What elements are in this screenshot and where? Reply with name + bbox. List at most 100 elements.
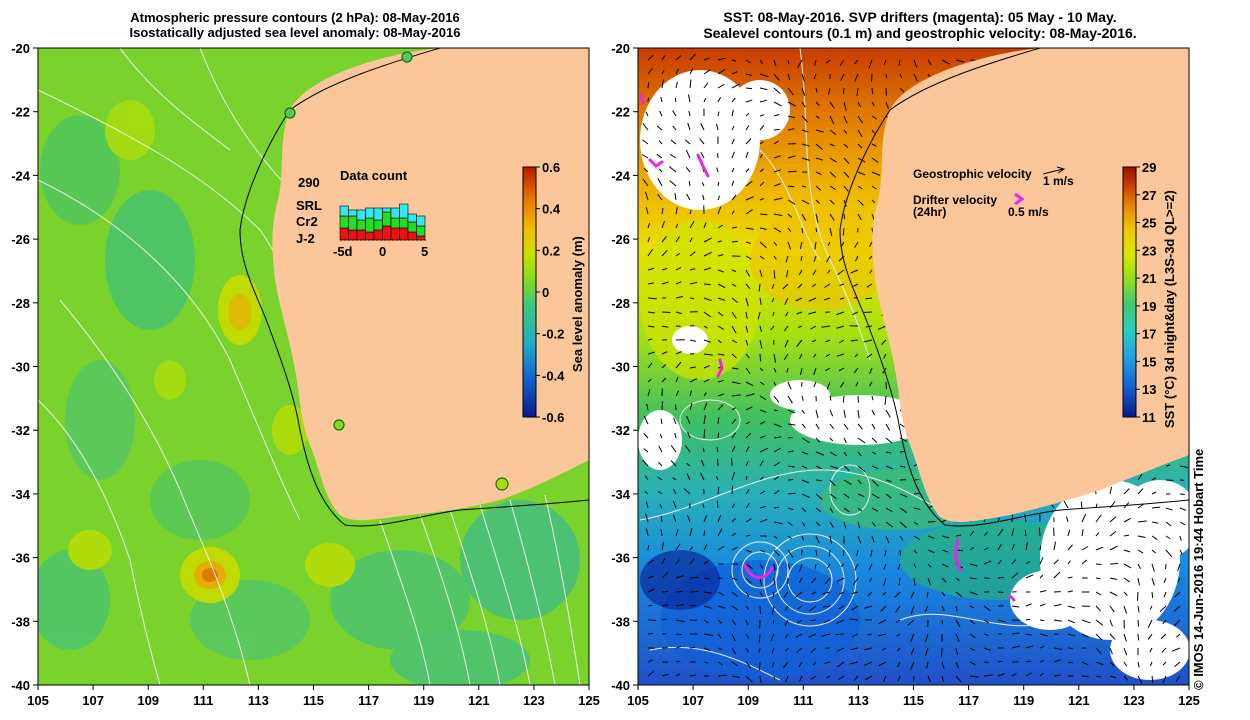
- right-panel-title: SST: 08-May-2016. SVP drifters (magenta)…: [640, 9, 1200, 41]
- geo-arrow: [787, 73, 791, 81]
- geo-arrow: [773, 213, 783, 217]
- geo-arrow: [745, 125, 750, 131]
- geo-arrow: [717, 111, 720, 117]
- geo-arrow: [643, 448, 649, 453]
- geo-arrow: [800, 255, 803, 262]
- geo-arrow: [829, 143, 835, 147]
- geo-arrow: [1123, 647, 1128, 656]
- colorbar-tick-label: 25: [1142, 216, 1156, 231]
- geo-scale-arrowhead: [1056, 166, 1066, 174]
- geo-arrow: [759, 181, 765, 187]
- geo-arrow: [1095, 532, 1100, 537]
- geo-arrow: [1095, 605, 1101, 612]
- geo-arrow: [829, 493, 837, 500]
- geo-arrow: [745, 633, 750, 639]
- geo-arrow: [843, 143, 849, 149]
- geo-arrow: [1081, 559, 1087, 565]
- geo-arrow: [808, 297, 817, 302]
- geo-arrow: [801, 101, 806, 108]
- geo-arrow: [731, 675, 740, 678]
- geo-arrow: [796, 647, 803, 653]
- geo-arrow: [703, 515, 707, 523]
- geo-arrow: [731, 647, 737, 655]
- geo-arrow: [1050, 503, 1055, 509]
- geo-arrow: [731, 226, 737, 229]
- geo-arrow: [885, 507, 893, 512]
- geo-arrow: [689, 590, 699, 593]
- geo-arrow: [787, 450, 794, 453]
- geo-arrow: [1151, 577, 1155, 586]
- geo-arrow: [810, 675, 817, 680]
- geo-arrow: [759, 114, 765, 117]
- geo-arrow: [731, 381, 741, 385]
- lon-tick-label: 113: [848, 693, 869, 708]
- geo-arrow: [717, 297, 726, 301]
- geo-arrow: [785, 311, 789, 317]
- geo-arrow: [1039, 574, 1044, 579]
- geo-arrow: [857, 437, 866, 444]
- geo-arrow: [773, 521, 783, 525]
- geo-arrow: [1024, 514, 1027, 523]
- geo-arrow: [880, 605, 887, 612]
- geo-arrow: [801, 507, 807, 513]
- geo-arrow: [853, 675, 859, 681]
- geo-arrow: [731, 353, 737, 359]
- cloud-gaps: [638, 70, 1189, 680]
- geo-arrow: [703, 251, 712, 257]
- geo-arrow: [661, 236, 668, 243]
- geo-arrow: [801, 157, 811, 161]
- geo-arrow: [1081, 619, 1091, 624]
- geo-arrow: [644, 191, 649, 201]
- geo-arrow: [838, 605, 845, 610]
- geo-arrow: [699, 138, 705, 145]
- geo-arrow: [771, 605, 775, 615]
- geo-arrow: [899, 73, 903, 78]
- geo-arrow: [647, 282, 654, 285]
- geo-arrow: [773, 535, 778, 540]
- geo-arrow: [927, 563, 932, 568]
- geo-arrow: [647, 671, 654, 677]
- geo-arrow: [745, 138, 752, 145]
- geo-arrow: [997, 559, 1002, 565]
- geo-arrow: [815, 493, 823, 501]
- geo-arrow: [745, 489, 750, 495]
- geo-arrow: [810, 619, 817, 622]
- geo-arrow: [1095, 661, 1104, 666]
- geo-arrow: [815, 115, 820, 119]
- geo-arrow: [899, 535, 904, 541]
- geo-arrow: [787, 563, 791, 570]
- geo-arrow: [787, 170, 797, 173]
- geo-arrow: [731, 125, 735, 131]
- geo-arrow: [1025, 672, 1032, 677]
- geo-arrow: [759, 435, 766, 439]
- geo-arrow: [656, 153, 663, 159]
- geo-arrow: [797, 59, 803, 68]
- geo-arrow: [731, 97, 736, 103]
- geo-arrow: [1163, 577, 1167, 583]
- geo-arrow: [813, 367, 817, 376]
- geo-arrow: [700, 152, 705, 159]
- geo-arrow: [955, 647, 958, 656]
- geo-arrow: [645, 528, 649, 537]
- geo-arrow: [894, 591, 901, 598]
- geo-arrow: [815, 129, 824, 133]
- geo-arrow: [897, 563, 901, 570]
- geo-arrow: [703, 661, 709, 664]
- geo-arrow: [812, 661, 817, 666]
- geo-arrow: [871, 115, 877, 120]
- geo-arrow: [1011, 513, 1014, 523]
- geo-arrow: [689, 79, 692, 89]
- geo-arrow: [661, 79, 664, 89]
- geo-arrow: [913, 521, 919, 526]
- sst-colorbar-label: SST (°C) 3d night&day (L3S-3d QL>=2): [1162, 190, 1177, 428]
- geo-arrow: [785, 269, 789, 278]
- geo-arrow: [815, 535, 820, 544]
- lon-tick-label: 119: [1013, 693, 1034, 708]
- geo-arrow: [843, 101, 847, 111]
- geo-arrow: [685, 149, 691, 159]
- geo-arrow: [798, 269, 803, 276]
- geo-arrow: [1081, 675, 1089, 678]
- geo-arrow: [829, 437, 834, 442]
- geo-arrow: [745, 406, 753, 411]
- geo-arrow: [909, 633, 915, 643]
